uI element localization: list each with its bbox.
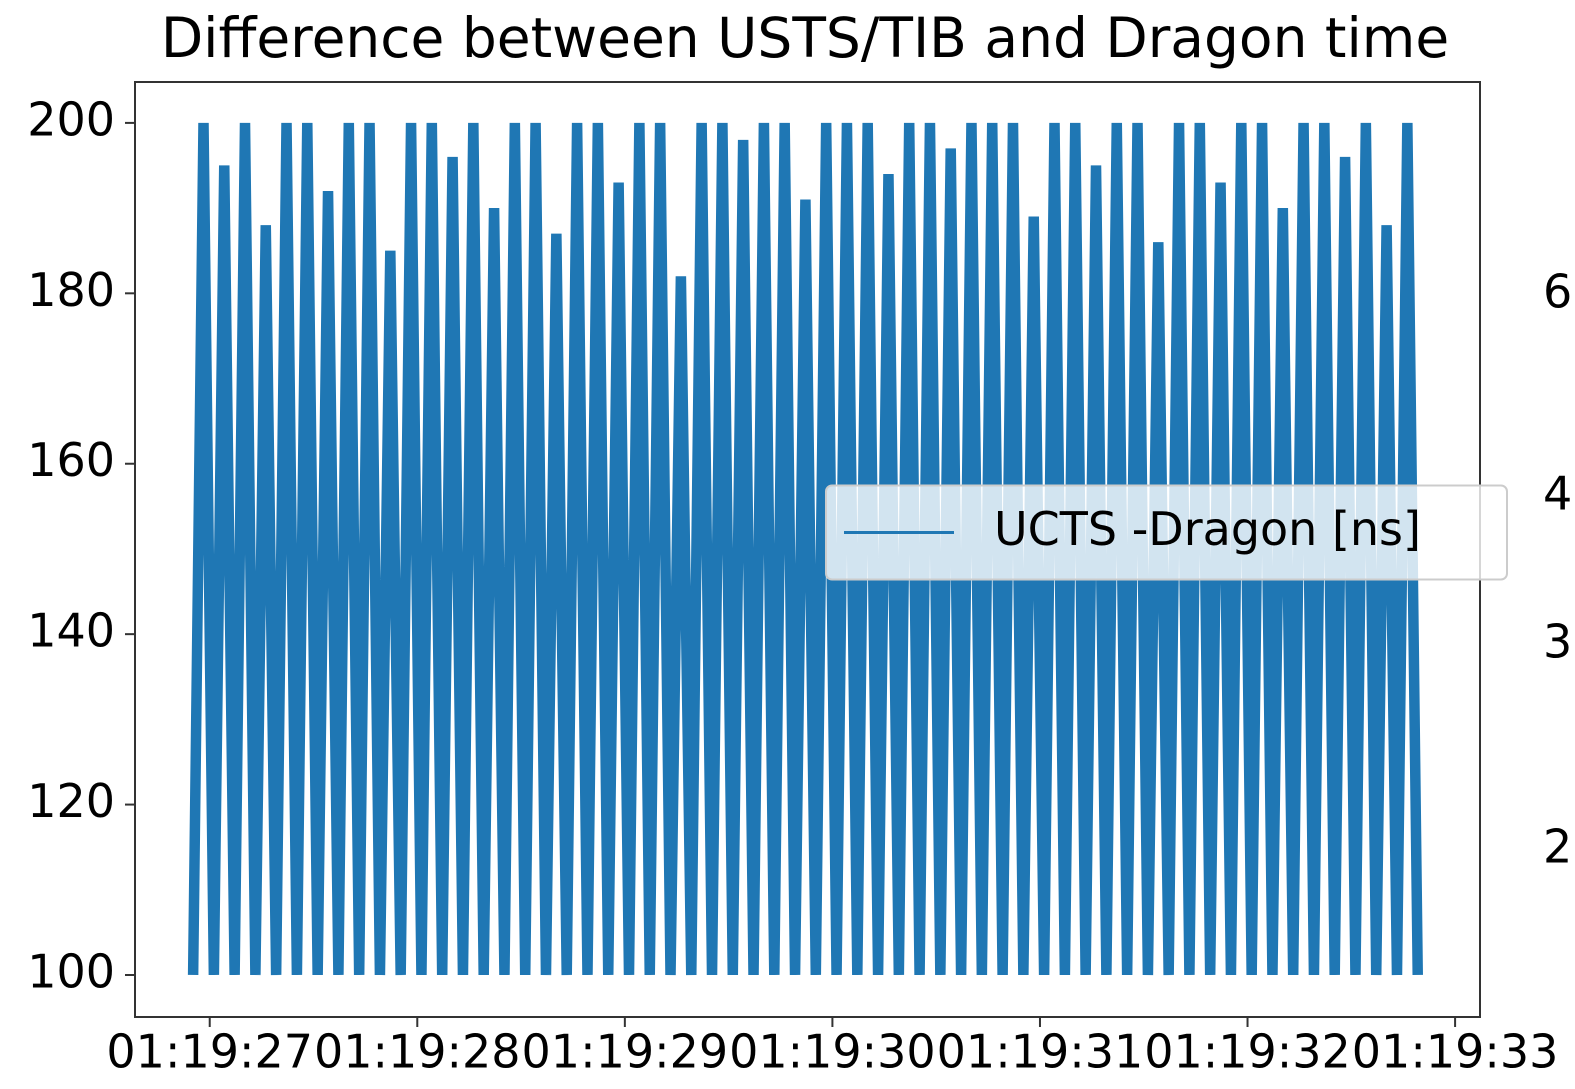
x-tick-label: 01:19:31	[937, 1025, 1144, 1079]
clipped-label: 4	[1543, 467, 1572, 521]
plot-area	[187, 122, 1423, 976]
chart-title: Difference between USTS/TIB and Dragon t…	[161, 6, 1449, 70]
x-tick-label: 01:19:27	[106, 1025, 313, 1079]
x-tick-label: 01:19:33	[1352, 1025, 1559, 1079]
legend-box	[825, 484, 1508, 581]
x-tick-label: 01:19:29	[522, 1025, 729, 1079]
y-tick-label: 160	[27, 433, 115, 487]
clipped-label: 3	[1543, 615, 1572, 669]
y-tick-label: 100	[27, 944, 115, 998]
clipped-label: 6	[1543, 265, 1572, 319]
y-tick-label: 200	[27, 92, 115, 146]
clipped-label: 2	[1543, 820, 1572, 874]
y-tick-label: 140	[27, 604, 115, 658]
y-tick-label: 180	[27, 263, 115, 317]
x-tick-label: 01:19:30	[729, 1025, 936, 1079]
data-line	[187, 122, 1423, 976]
x-tick-label: 01:19:32	[1144, 1025, 1351, 1079]
x-tick-label: 01:19:28	[314, 1025, 521, 1079]
legend-label: UCTS -Dragon [ns]	[994, 502, 1421, 556]
y-tick-label: 120	[27, 774, 115, 828]
